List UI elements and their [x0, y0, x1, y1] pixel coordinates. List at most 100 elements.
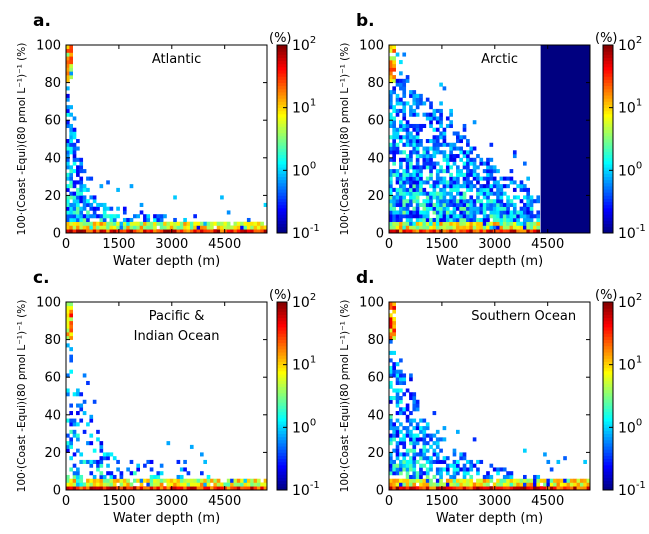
heatmap-cell — [153, 474, 157, 480]
heatmap-cell — [442, 195, 447, 200]
heatmap-cell — [429, 139, 433, 144]
heatmap-cell — [469, 157, 474, 162]
colorbar-segment — [603, 88, 613, 93]
colorbar-segment — [277, 48, 287, 52]
heatmap-cell — [462, 206, 467, 211]
heatmap-cell — [69, 467, 73, 472]
heatmap-cell — [389, 328, 393, 333]
heatmap-cell — [456, 154, 460, 159]
heatmap-cell — [189, 225, 194, 230]
heatmap-cell — [439, 101, 443, 106]
heatmap-cell — [243, 482, 248, 487]
heatmap-cell — [92, 448, 97, 453]
heatmap-cell — [529, 214, 534, 219]
heatmap-cell — [79, 157, 84, 162]
heatmap-cell — [92, 229, 97, 234]
heatmap-cell — [429, 161, 433, 166]
heatmap-cell — [472, 482, 477, 487]
heatmap-cell — [506, 471, 510, 476]
heatmap-cell — [153, 221, 157, 226]
heatmap-cell — [96, 429, 100, 434]
heatmap-cell — [399, 86, 403, 91]
heatmap-cell — [389, 339, 393, 344]
heatmap-cell — [402, 142, 407, 147]
colorbar-segment — [277, 104, 287, 109]
heatmap-cell — [425, 433, 430, 438]
heatmap-cell — [512, 210, 517, 215]
heatmap-cell — [186, 221, 191, 226]
heatmap-cell — [409, 217, 413, 223]
heatmap-cell — [139, 478, 144, 483]
heatmap-cell — [395, 217, 400, 223]
heatmap-cell — [452, 474, 457, 480]
heatmap-cell — [230, 486, 234, 491]
heatmap-cell — [395, 195, 400, 200]
heatmap-cell — [445, 123, 450, 129]
heatmap-cell — [466, 206, 470, 211]
heatmap-cell — [173, 486, 177, 491]
heatmap-cell — [409, 180, 413, 185]
y-tick-label: 60 — [44, 371, 61, 386]
y-tick-label: 40 — [44, 408, 61, 423]
heatmap-cell — [246, 482, 251, 487]
heatmap-cell — [466, 176, 470, 181]
heatmap-cell — [506, 486, 510, 491]
heatmap-cell — [89, 418, 94, 423]
heatmap-cell — [66, 448, 70, 453]
heatmap-cell — [409, 93, 413, 98]
heatmap-cell — [466, 225, 470, 230]
heatmap-cell — [389, 358, 393, 363]
heatmap-cell — [399, 471, 403, 476]
heatmap-cell — [479, 199, 484, 204]
heatmap-cell — [399, 486, 403, 491]
colorbar-segment — [603, 195, 613, 199]
heatmap-cell — [216, 221, 221, 226]
heatmap-cell — [89, 441, 94, 446]
heatmap-cell — [489, 169, 494, 174]
heatmap-cell — [412, 191, 417, 196]
colorbar-segment — [277, 361, 287, 366]
heatmap-cell — [156, 221, 161, 226]
heatmap-cell — [492, 180, 497, 185]
heatmap-cell — [409, 210, 413, 215]
colorbar-segment — [603, 126, 613, 130]
heatmap-cell — [439, 131, 443, 136]
region-title: Atlantic — [152, 52, 201, 67]
heatmap-cell — [166, 482, 171, 487]
heatmap-cell — [476, 176, 480, 181]
heatmap-cell — [233, 221, 238, 226]
heatmap-cell — [139, 202, 144, 207]
heatmap-cell — [486, 176, 490, 181]
heatmap-cell — [432, 161, 437, 166]
colorbar-segment — [277, 349, 287, 353]
heatmap-cell — [156, 214, 161, 219]
heatmap-cell — [546, 459, 551, 464]
heatmap-cell — [156, 471, 161, 476]
heatmap-cell — [529, 206, 534, 211]
y-axis-label: 100·(Coast -Equi)(80 pmol L⁻¹)⁻¹ (%) — [339, 300, 351, 493]
heatmap-cell — [183, 225, 187, 230]
heatmap-cell — [462, 463, 467, 468]
heatmap-cell — [102, 217, 107, 223]
heatmap-cell — [402, 93, 407, 98]
heatmap-cell — [66, 302, 70, 307]
heatmap-cell — [139, 229, 144, 234]
heatmap-cell — [442, 426, 447, 431]
heatmap-cell — [449, 229, 453, 234]
heatmap-cell — [236, 486, 241, 491]
heatmap-cell — [452, 221, 457, 226]
heatmap-cell — [166, 486, 171, 491]
heatmap-cell — [99, 478, 104, 483]
heatmap-cell — [66, 482, 70, 487]
heatmap-cell — [449, 172, 453, 177]
heatmap-cell — [456, 486, 460, 491]
heatmap-cell — [389, 350, 393, 355]
heatmap-cell — [69, 313, 73, 318]
heatmap-cell — [415, 217, 420, 223]
heatmap-cell — [159, 482, 164, 487]
heatmap-cell — [422, 187, 427, 192]
heatmap-cell — [439, 169, 443, 174]
heatmap-cell — [523, 202, 527, 207]
heatmap-cell — [425, 139, 430, 144]
heatmap-cell — [509, 482, 514, 487]
